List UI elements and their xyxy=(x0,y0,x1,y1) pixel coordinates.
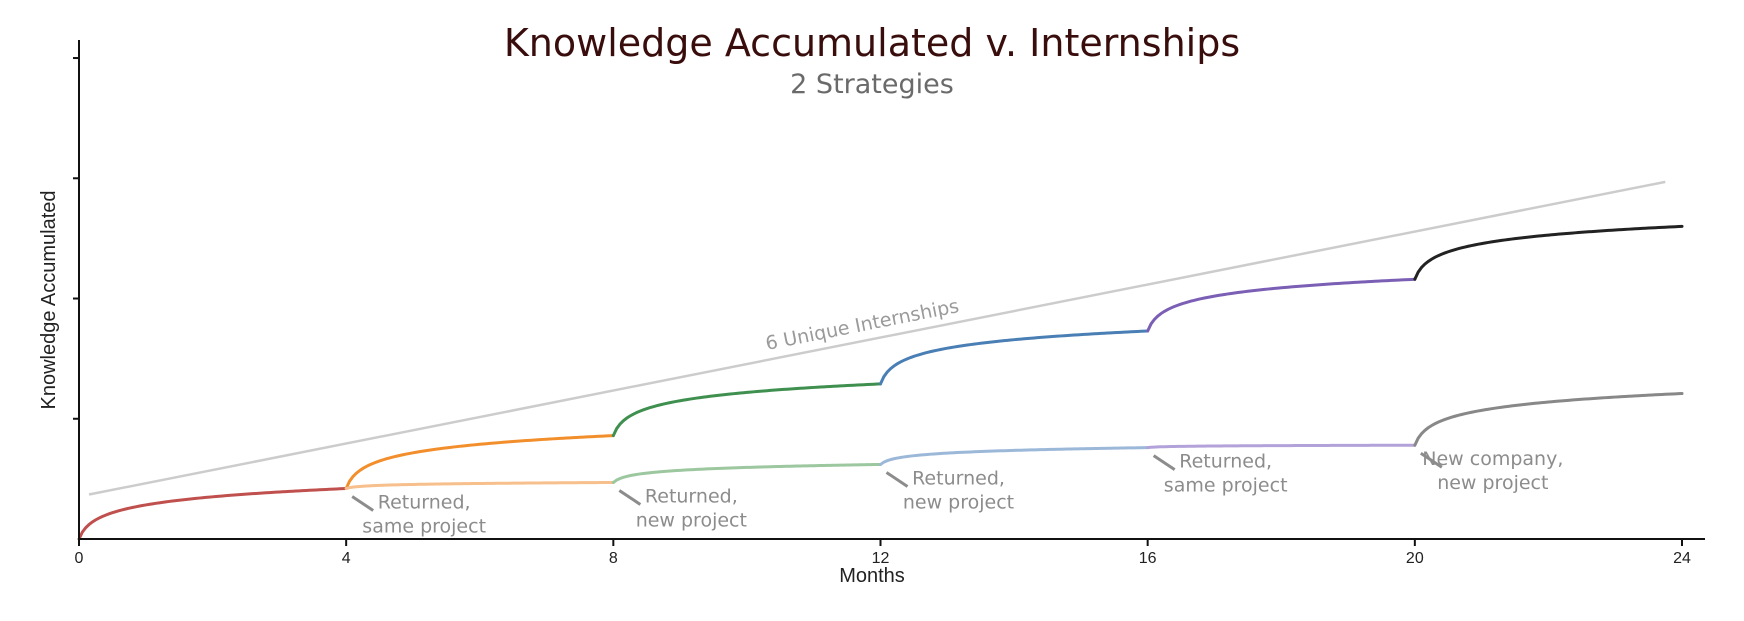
reference-line-label: 6 Unique Internships xyxy=(764,295,961,355)
chart-subtitle: 2 Strategies xyxy=(790,69,954,100)
x-tick-label-12: 12 xyxy=(872,550,890,567)
returning-strategy-segment-5 xyxy=(1413,392,1684,447)
x-axis-ticks: 0 4 8 12 16 20 24 xyxy=(75,539,1691,567)
returning-strategy-series xyxy=(344,392,1684,490)
annotation-label-4: Returned, same project xyxy=(1164,451,1288,497)
annotation-label-2: Returned, new project xyxy=(636,485,747,531)
returning-strategy-segment-4 xyxy=(1146,443,1417,450)
unique-strategy-segment-3 xyxy=(611,382,882,438)
returning-strategy-segment-2 xyxy=(611,462,882,484)
annotation-label-5: New company, new project xyxy=(1422,448,1563,494)
x-axis-label: Months xyxy=(839,565,905,587)
annotation-label-3: Returned, new project xyxy=(903,467,1014,513)
y-axis-label: Knowledge Accumulated xyxy=(38,190,60,409)
annotation-leader-5 xyxy=(1420,451,1443,469)
y-axis-ticks xyxy=(73,57,79,420)
x-tick-label-16: 16 xyxy=(1139,550,1157,567)
unique-strategy-segment-1 xyxy=(77,487,348,541)
returning-strategy-segment-3 xyxy=(879,446,1150,466)
returning-strategy-segment-1 xyxy=(344,480,615,490)
unique-strategy-segment-6 xyxy=(1413,224,1684,281)
x-tick-label-20: 20 xyxy=(1406,550,1424,567)
unique-strategy-segment-5 xyxy=(1146,277,1417,333)
x-tick-label-4: 4 xyxy=(342,550,351,567)
unique-strategy-segment-2 xyxy=(344,434,615,490)
annotation-leader-4 xyxy=(1152,454,1176,471)
annotation-leader-3 xyxy=(885,471,909,488)
x-tick-label-0: 0 xyxy=(75,550,84,567)
annotation-label-1: Returned, same project xyxy=(362,491,486,537)
x-tick-label-8: 8 xyxy=(609,550,618,567)
unique-strategy-segment-4 xyxy=(879,329,1150,386)
reference-line-6-unique-internships xyxy=(88,180,1666,496)
annotation-layer: Returned, same project Returned, new projec… xyxy=(351,448,1563,537)
annotation-leader-2 xyxy=(618,489,642,506)
annotation-leader-1 xyxy=(351,495,374,512)
x-tick-label-24: 24 xyxy=(1673,550,1691,567)
unique-strategy-series xyxy=(77,224,1684,541)
chart-title: Knowledge Accumulated v. Internships xyxy=(504,21,1240,65)
